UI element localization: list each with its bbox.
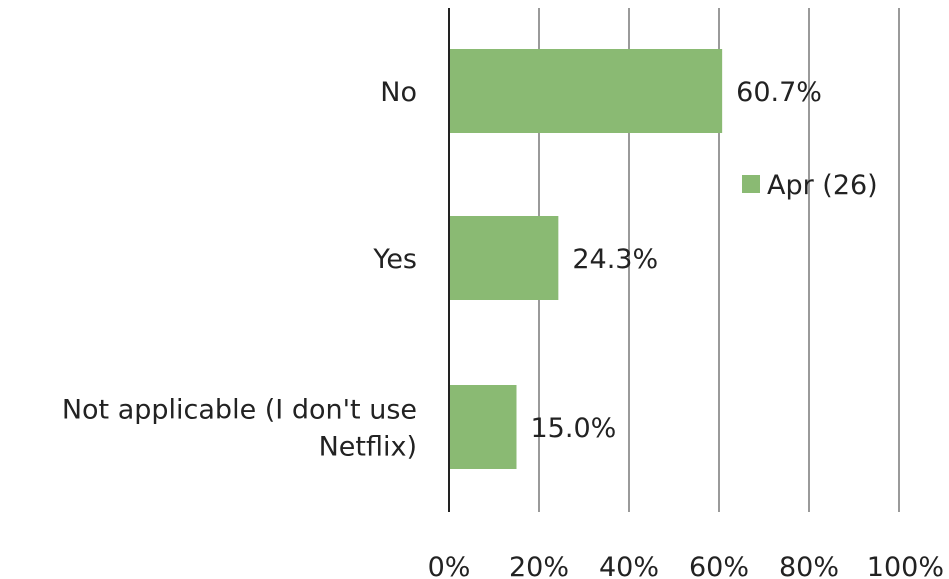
legend-swatch <box>742 175 760 193</box>
category-label-2-line-1: Netflix) <box>319 432 417 463</box>
tick-label-0: 0% <box>428 552 471 579</box>
bar-1 <box>449 216 558 300</box>
x-axis-tick-labels: 0% 20% 40% 60% 80% 100% <box>428 552 944 579</box>
bar-2 <box>449 385 517 469</box>
category-label-1: Yes <box>372 244 417 275</box>
data-label-2: 15.0% <box>531 413 617 444</box>
tick-label-40: 40% <box>599 552 659 579</box>
tick-label-100: 100% <box>867 552 944 579</box>
data-label-1: 24.3% <box>572 244 658 275</box>
legend-label: Apr (26) <box>767 170 878 201</box>
category-labels: No Yes Not applicable (I don't use Netflix) <box>62 77 417 463</box>
category-label-0: No <box>380 77 417 108</box>
tick-label-60: 60% <box>689 552 749 579</box>
bar-0 <box>449 49 722 133</box>
tick-label-20: 20% <box>509 552 569 579</box>
legend: Apr (26) <box>742 170 878 201</box>
data-label-0: 60.7% <box>736 77 822 108</box>
category-label-2-line-0: Not applicable (I don't use <box>62 395 417 426</box>
tick-label-80: 80% <box>779 552 839 579</box>
